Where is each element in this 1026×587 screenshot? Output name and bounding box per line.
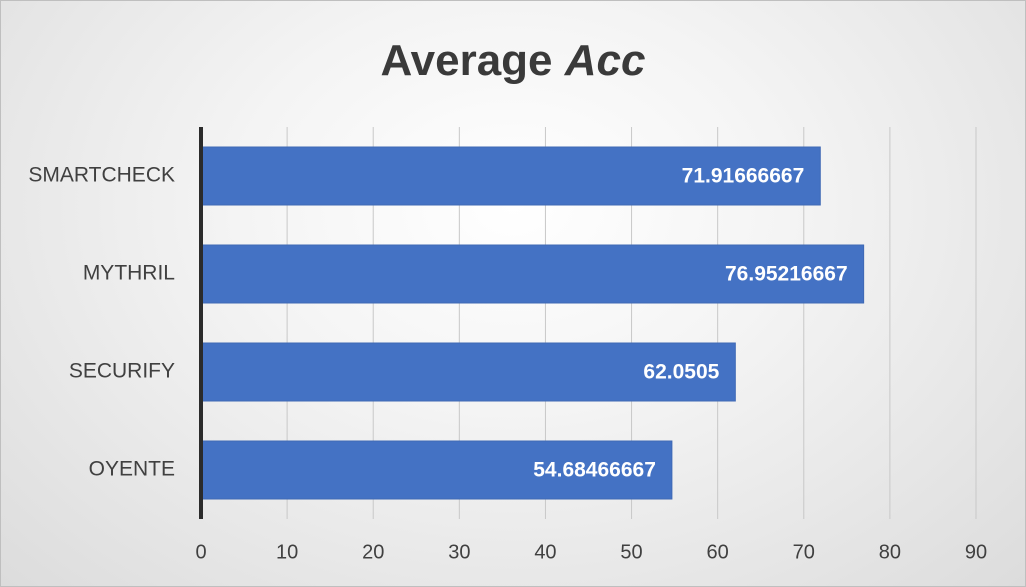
category-label: SECURIFY (69, 360, 175, 383)
bar (200, 146, 821, 206)
x-tick-label: 10 (276, 541, 298, 563)
chart-title: Average Acc (1, 31, 1025, 91)
x-tick-label: 90 (965, 541, 987, 563)
bar (200, 244, 865, 304)
chart-title-italic: Acc (564, 36, 646, 85)
x-tick-label: 40 (534, 541, 556, 563)
x-tick-label: 60 (707, 541, 729, 563)
x-tick-label: 50 (620, 541, 642, 563)
category-label: OYENTE (89, 458, 175, 481)
x-tick-label: 30 (448, 541, 470, 563)
data-label: 76.95216667 (725, 263, 848, 286)
category-label: MYTHRIL (83, 262, 175, 285)
chart-title-main: Average (380, 36, 553, 85)
category-label: SMARTCHECK (28, 164, 175, 187)
bar (200, 440, 673, 500)
x-tick-label: 80 (879, 541, 901, 563)
x-tick-label: 70 (793, 541, 815, 563)
data-label: 62.0505 (643, 361, 719, 384)
x-tick-label: 20 (362, 541, 384, 563)
data-label: 54.68466667 (533, 459, 656, 482)
data-label: 71.91666667 (682, 165, 805, 188)
bar (200, 342, 736, 402)
x-tick-label: 0 (195, 541, 206, 563)
